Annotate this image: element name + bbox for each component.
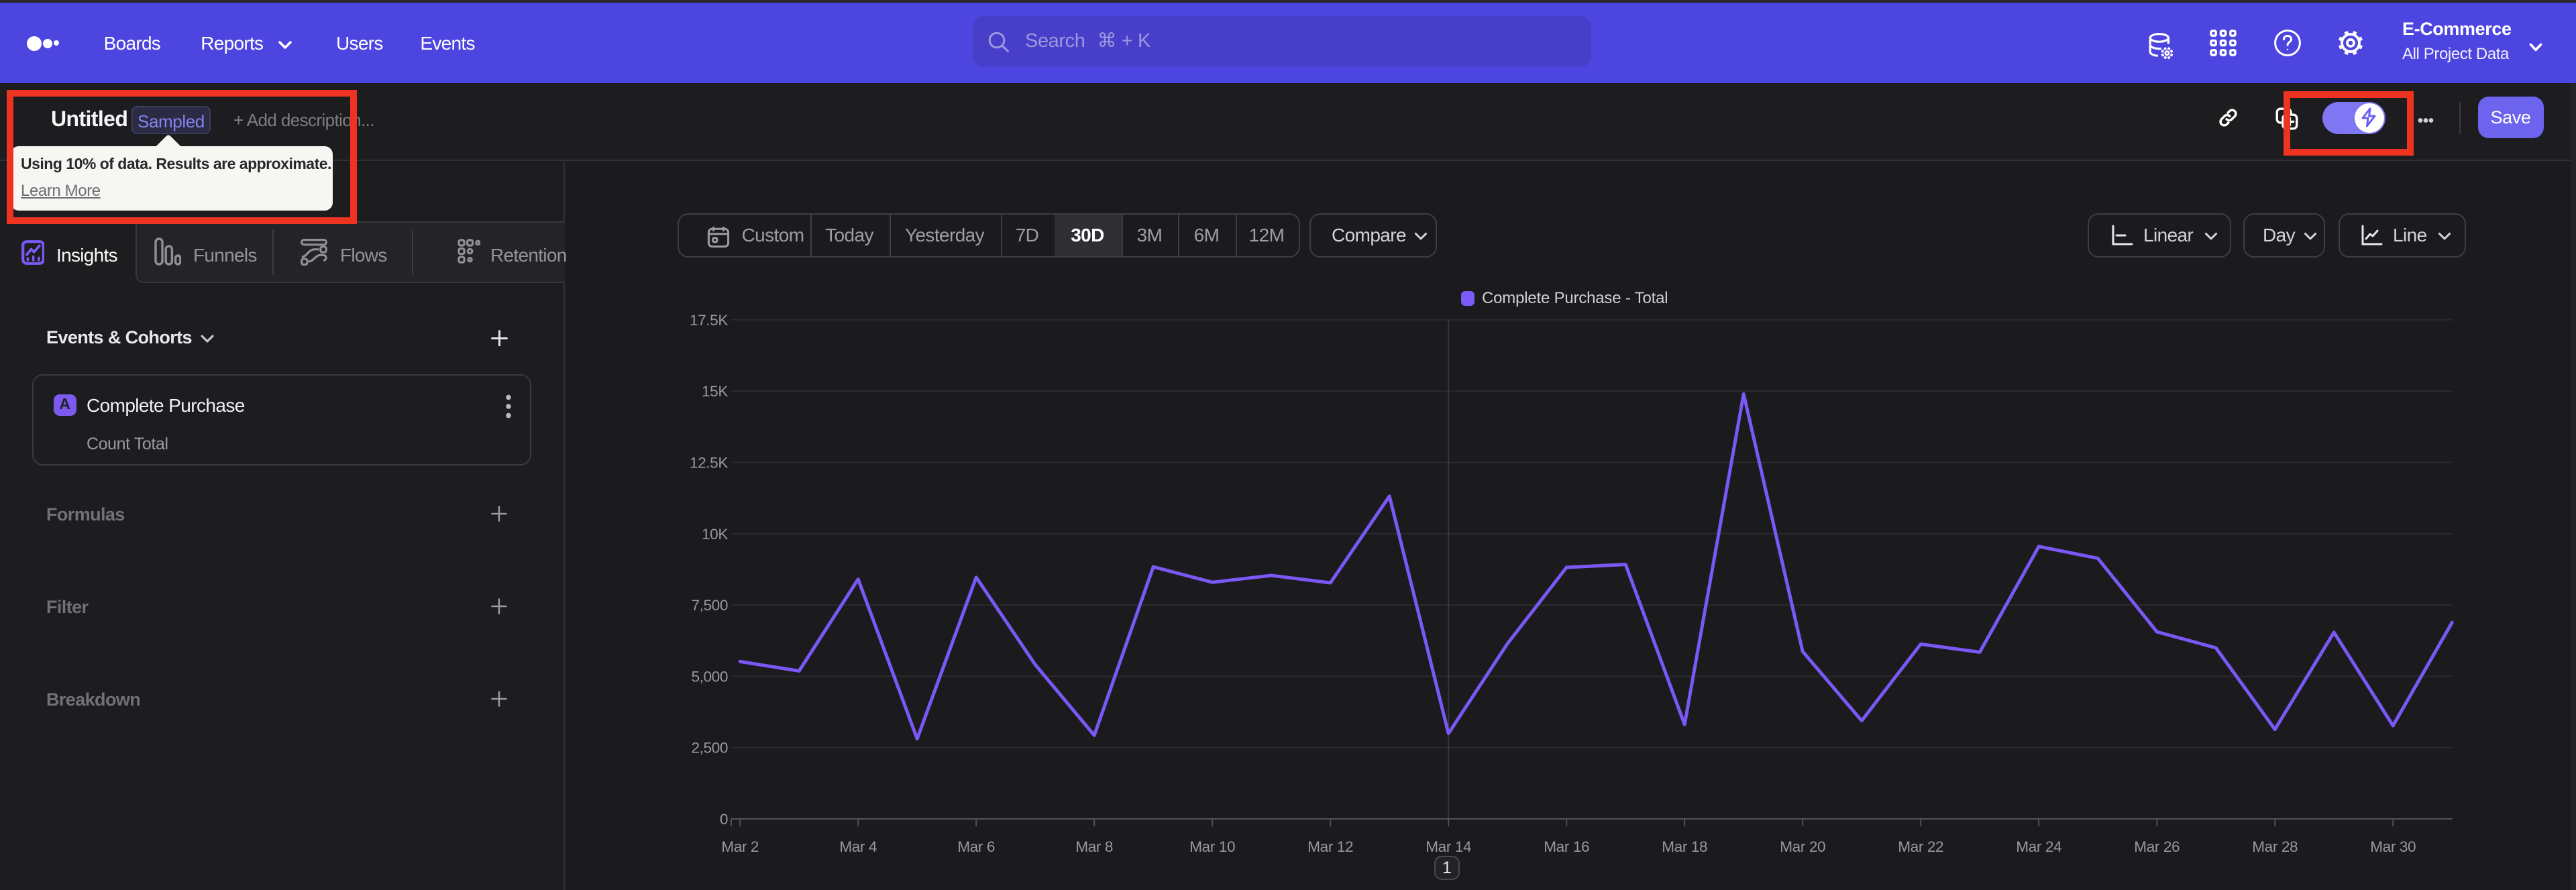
svg-text:Mar 30: Mar 30 [2369,838,2415,854]
svg-text:Mar 26: Mar 26 [2133,838,2179,854]
svg-text:12.5K: 12.5K [689,454,727,471]
svg-text:Mar 12: Mar 12 [1307,838,1352,854]
svg-text:Mar 28: Mar 28 [2251,838,2297,854]
svg-text:10K: 10K [701,525,727,542]
svg-text:Mar 18: Mar 18 [1661,838,1707,854]
svg-text:Mar 4: Mar 4 [839,838,876,854]
svg-text:17.5K: 17.5K [689,311,727,328]
svg-text:Mar 20: Mar 20 [1779,838,1825,854]
svg-text:7,500: 7,500 [690,596,727,613]
svg-text:2,500: 2,500 [690,739,727,756]
svg-text:15K: 15K [701,382,727,399]
svg-text:Mar 8: Mar 8 [1075,838,1112,854]
svg-text:Mar 14: Mar 14 [1425,838,1470,854]
svg-text:Mar 22: Mar 22 [1897,838,1943,854]
svg-text:0: 0 [719,810,727,827]
svg-text:5,000: 5,000 [690,667,727,684]
svg-text:Mar 10: Mar 10 [1189,838,1234,854]
svg-text:Mar 24: Mar 24 [2015,838,2061,854]
svg-text:Mar 2: Mar 2 [720,838,758,854]
svg-text:Mar 16: Mar 16 [1543,838,1589,854]
svg-text:Mar 6: Mar 6 [957,838,994,854]
